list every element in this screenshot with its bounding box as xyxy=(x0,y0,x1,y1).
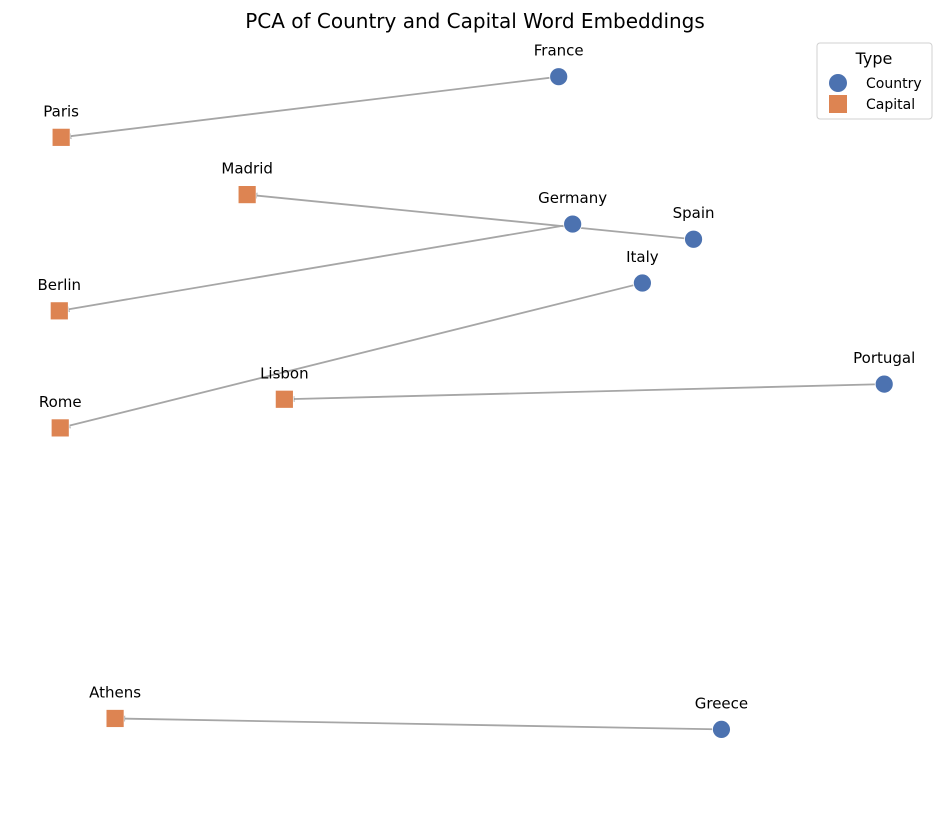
label-germany: Germany xyxy=(538,189,607,207)
link-lines xyxy=(59,75,885,731)
point-labels: France Germany Spain Italy Portugal Greece Par… xyxy=(38,42,916,713)
label-paris: Paris xyxy=(43,102,79,120)
point-berlin xyxy=(49,301,69,321)
label-portugal: Portugal xyxy=(853,349,915,367)
link-line-portugal xyxy=(284,383,885,401)
label-athens: Athens xyxy=(89,683,141,701)
point-spain xyxy=(684,229,703,249)
legend-title: Type xyxy=(855,49,893,68)
link-line-france xyxy=(61,75,559,139)
link-line-greece xyxy=(115,717,722,731)
legend-marker-capital xyxy=(829,95,847,113)
link-line-germany xyxy=(59,223,573,312)
data-points xyxy=(49,67,894,739)
label-italy: Italy xyxy=(626,248,659,266)
legend-label-country: Country xyxy=(866,76,922,92)
label-berlin: Berlin xyxy=(38,276,82,294)
label-rome: Rome xyxy=(39,393,82,411)
chart-title: PCA of Country and Capital Word Embeddin… xyxy=(245,9,705,33)
link-line-italy xyxy=(60,282,643,429)
point-portugal xyxy=(874,374,894,394)
point-athens xyxy=(105,709,125,728)
point-germany xyxy=(563,214,583,234)
legend: Type Country Capital xyxy=(816,42,933,120)
label-lisbon: Lisbon xyxy=(260,364,309,382)
point-lisbon xyxy=(274,389,294,409)
point-paris xyxy=(51,127,71,147)
point-rome xyxy=(50,418,70,438)
label-greece: Greece xyxy=(695,694,748,712)
legend-marker-country xyxy=(829,74,847,92)
link-line-spain xyxy=(247,193,694,241)
label-madrid: Madrid xyxy=(221,160,273,178)
legend-label-capital: Capital xyxy=(866,97,915,113)
label-france: France xyxy=(534,42,584,60)
point-france xyxy=(549,67,569,87)
point-italy xyxy=(633,273,652,293)
point-greece xyxy=(712,720,731,739)
point-madrid xyxy=(237,185,257,205)
label-spain: Spain xyxy=(673,204,715,222)
